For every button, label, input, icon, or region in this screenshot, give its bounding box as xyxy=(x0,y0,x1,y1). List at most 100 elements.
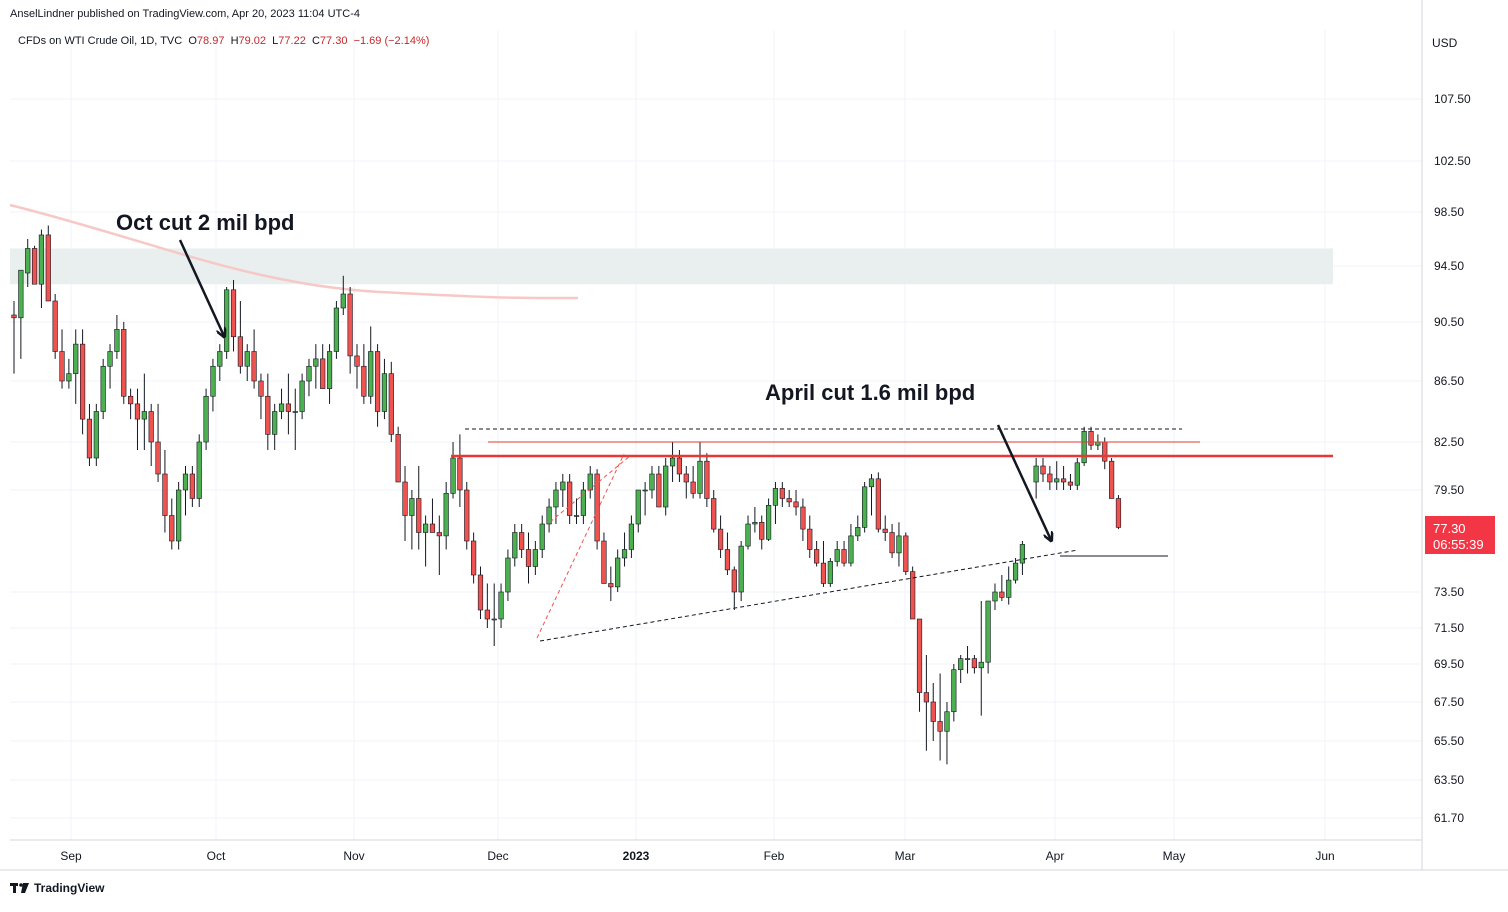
candle-body xyxy=(649,473,655,491)
candle-body xyxy=(916,618,923,693)
candle-body xyxy=(683,473,689,483)
candle-body xyxy=(546,506,552,525)
candle-body xyxy=(347,293,353,357)
legend-low: 77.22 xyxy=(278,35,306,47)
x-tick-label: Sep xyxy=(60,849,82,863)
annotation-april-cut: April cut 1.6 mil bpd xyxy=(765,380,975,405)
candle-body xyxy=(224,289,230,352)
candle-body xyxy=(690,481,696,494)
y-tick-label: 107.50 xyxy=(1434,92,1471,106)
candle-body xyxy=(100,365,106,412)
candle-body xyxy=(628,523,634,550)
candle-body xyxy=(196,441,202,499)
candle-body xyxy=(429,523,436,533)
candle-body xyxy=(128,395,134,405)
publisher-line: AnselLindner published on TradingView.co… xyxy=(10,8,360,20)
candle-body xyxy=(320,358,326,389)
candle-body xyxy=(381,373,388,412)
candle-body xyxy=(1081,431,1087,464)
candle-body xyxy=(25,248,31,274)
candle-body xyxy=(1088,431,1094,446)
candle-body xyxy=(1054,478,1060,483)
candle-body xyxy=(745,523,751,547)
candle-body xyxy=(875,478,881,530)
candle-body xyxy=(388,373,394,435)
candle-body xyxy=(841,549,847,564)
candle-body xyxy=(512,532,518,559)
candle-body xyxy=(93,411,99,459)
candle-body xyxy=(416,498,422,533)
candle-body xyxy=(464,489,470,542)
annotation-oct-cut: Oct cut 2 mil bpd xyxy=(116,210,294,235)
supply-zone xyxy=(10,248,1333,285)
candle-body xyxy=(210,365,216,397)
candle-body xyxy=(31,248,38,285)
oct-cut-arrow xyxy=(178,239,224,336)
candle-body xyxy=(903,535,909,572)
legend-low-label: L xyxy=(272,35,279,47)
candle-body xyxy=(951,669,957,713)
x-tick-label: Nov xyxy=(343,849,364,863)
legend-close: 77.30 xyxy=(319,35,348,47)
candle-body xyxy=(889,532,895,554)
candle-body xyxy=(786,498,792,503)
y-tick-label: 69.50 xyxy=(1434,657,1464,671)
candle-body xyxy=(299,380,305,412)
candle-body xyxy=(141,411,147,420)
y-tick-label: 73.50 xyxy=(1434,585,1464,599)
candle-body xyxy=(436,532,442,537)
candle-body xyxy=(964,658,971,660)
y-tick-label: 79.50 xyxy=(1434,483,1464,497)
y-tick-label: 67.50 xyxy=(1434,695,1464,709)
candle-body xyxy=(155,441,161,475)
candle-body xyxy=(374,351,381,412)
candle-body xyxy=(539,523,545,550)
candle-body xyxy=(251,351,257,382)
candle-body xyxy=(669,457,676,467)
candle-body xyxy=(999,591,1005,598)
moving-average-curve xyxy=(9,203,579,300)
ohlc-legend: CFDs on WTI Crude Oil, 1D, TVC O78.97 H7… xyxy=(18,35,429,47)
candle-body xyxy=(450,457,456,494)
x-tick-label: 2023 xyxy=(623,849,650,863)
candle-body xyxy=(560,481,566,491)
candle-body xyxy=(107,351,113,367)
y-tick-label: 90.50 xyxy=(1434,315,1464,329)
legend-open-label: O xyxy=(188,35,197,47)
channel-line-lower xyxy=(536,453,625,639)
y-tick-label: 71.50 xyxy=(1434,621,1464,635)
candle-body xyxy=(1040,465,1046,475)
candle-body xyxy=(313,358,319,367)
y-tick-label: 94.50 xyxy=(1434,259,1464,273)
candle-body xyxy=(937,721,943,732)
candle-body xyxy=(217,351,223,367)
candle-body xyxy=(457,457,463,491)
y-tick-label: 82.50 xyxy=(1434,435,1464,449)
candle-body xyxy=(203,395,209,443)
candle-body xyxy=(820,562,827,584)
tradingview-logo-icon xyxy=(10,883,29,893)
candle-body xyxy=(368,351,374,397)
candle-body xyxy=(759,521,765,540)
candle-body xyxy=(930,701,936,722)
candle-body xyxy=(1006,579,1012,598)
candle-body xyxy=(711,498,717,530)
candle-body xyxy=(532,549,538,567)
candle-body xyxy=(265,395,271,435)
candle-body xyxy=(354,355,360,367)
last-price-value: 77.30 xyxy=(1433,521,1466,536)
footer: TradingView xyxy=(10,881,104,895)
candle-body xyxy=(258,380,264,397)
x-tick-label: Jun xyxy=(1315,849,1334,863)
candle-body xyxy=(134,403,141,420)
candle-body xyxy=(910,571,916,620)
candle-body xyxy=(477,574,484,611)
bar-countdown: 06:55:39 xyxy=(1433,537,1484,552)
candle-body xyxy=(855,527,861,537)
candle-body xyxy=(882,528,888,533)
candle-body xyxy=(272,411,278,435)
candle-body xyxy=(985,600,991,663)
candle-body xyxy=(848,535,854,564)
